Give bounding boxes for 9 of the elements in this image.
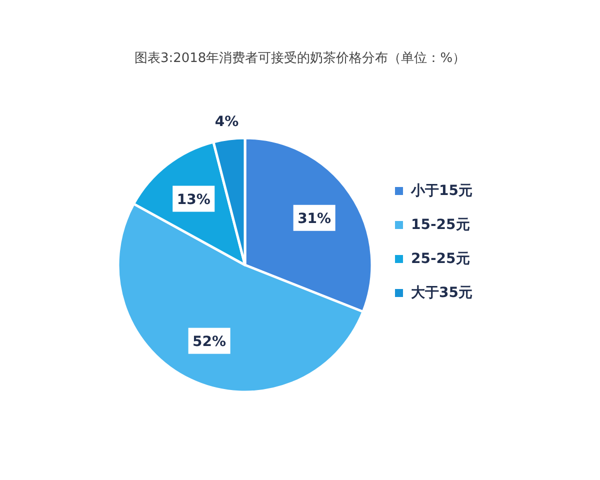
data-label: 4% [214, 114, 239, 130]
legend-label: 小于15元 [410, 183, 472, 199]
legend-label: 大于35元 [411, 285, 472, 301]
chart-title: 图表3:2018年消费者可接受的奶茶价格分布（单位：%） [134, 51, 466, 66]
data-label: 52% [192, 334, 226, 350]
legend-label: 15-25元 [411, 217, 470, 233]
legend-label: 25-25元 [411, 251, 470, 267]
data-label: 31% [298, 210, 332, 227]
data-label: 13% [176, 192, 210, 208]
